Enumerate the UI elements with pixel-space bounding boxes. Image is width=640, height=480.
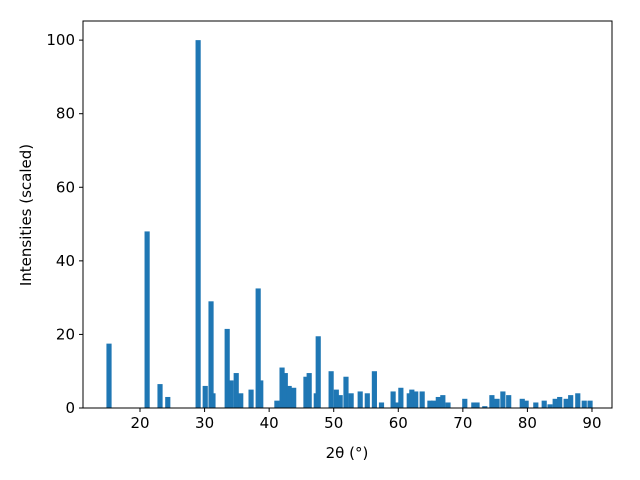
y-tick-label: 100 [46,31,75,49]
bar [523,400,529,408]
bar [328,371,334,408]
x-tick-label: 90 [582,414,601,432]
bar [343,376,349,408]
bar [500,391,506,408]
bar [157,384,163,408]
x-tick-label: 20 [130,414,149,432]
bar [575,393,581,408]
bar [144,231,150,408]
bar [474,402,480,408]
bar [233,373,239,408]
bar [563,398,569,408]
bar [419,391,425,408]
bar [552,398,558,408]
bar [519,398,525,408]
bar [224,328,230,408]
bar [413,391,419,408]
bar [398,387,404,408]
x-tick-label: 60 [389,414,408,432]
bar [581,400,587,408]
bar [202,385,208,408]
bar [506,395,512,408]
bar [541,400,547,408]
bar [471,402,477,408]
bar [557,396,563,408]
bar [279,367,285,408]
bar [106,343,112,408]
bar [587,400,593,408]
bar [533,402,539,408]
bar [494,398,500,408]
bar [489,395,495,408]
y-axis-label: Intensities (scaled) [17,144,35,286]
bar [390,391,396,408]
bar [409,389,415,408]
bar [238,393,244,408]
bar [568,395,574,408]
y-tick-label: 80 [56,105,75,123]
bar [337,395,343,408]
x-axis-label: 2θ (°) [326,444,369,462]
bar [195,40,201,409]
y-tick-label: 0 [65,399,75,417]
x-tick-label: 30 [195,414,214,432]
bar [291,387,297,408]
bar [431,400,437,408]
x-tick-label: 50 [324,414,343,432]
y-tick-label: 20 [56,325,75,343]
bar [274,400,280,408]
bar [394,402,400,408]
bar [286,385,292,408]
bar [378,402,385,408]
bar [282,373,288,408]
bar [315,336,321,408]
bar [333,389,339,408]
bar [165,396,171,408]
bar [208,301,214,408]
bar [255,288,261,408]
y-tick-label: 60 [56,178,75,196]
bar [427,400,433,408]
bar [435,396,441,408]
bar [303,376,309,408]
y-tick-label: 40 [56,252,75,270]
plot-frame [82,20,613,409]
x-tick-label: 80 [518,414,537,432]
bar [440,395,446,408]
bar [228,380,234,408]
bar [306,373,312,408]
bar [482,406,488,408]
bar [371,371,377,408]
bar [445,402,451,408]
bar [258,380,264,408]
bar [547,404,553,408]
x-tick-label: 40 [260,414,279,432]
bar [364,393,370,408]
bar [357,391,363,408]
bar [462,398,468,408]
bar [406,393,412,408]
bar [348,393,354,408]
bar [248,389,254,408]
bar [210,393,216,408]
x-tick-label: 70 [453,414,472,432]
